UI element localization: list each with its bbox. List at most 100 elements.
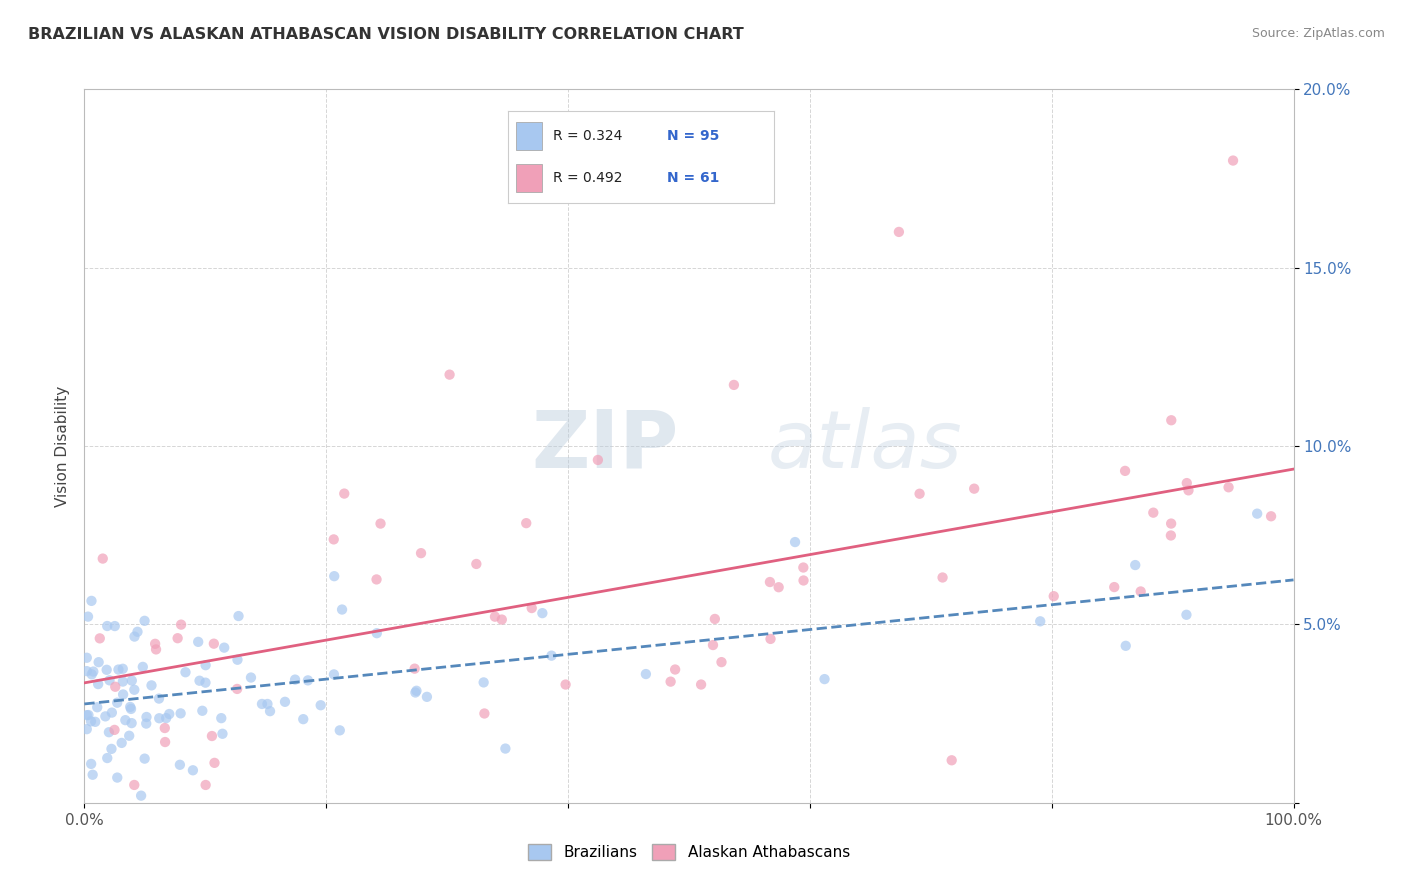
Point [101,706,124,720]
Point [404,662,426,676]
Point [174,665,197,680]
Point [297,673,319,688]
Point [887,225,910,239]
Point [323,667,346,681]
Point [112,688,135,702]
Point [1142,506,1164,520]
Point [127,624,149,639]
Point [202,637,225,651]
Point [226,681,249,696]
Point [80,714,103,729]
Point [169,757,191,772]
Text: BRAZILIAN VS ALASKAN ATHABASCAN VISION DISABILITY CORRELATION CHART: BRAZILIAN VS ALASKAN ATHABASCAN VISION D… [28,27,744,42]
Point [1042,589,1064,603]
Point [96,751,118,765]
Legend: Brazilians, Alaskan Athabascans: Brazilians, Alaskan Athabascans [522,838,856,866]
Point [94,709,117,723]
Point [586,453,609,467]
Point [1115,639,1137,653]
Point [188,673,211,688]
Point [710,655,733,669]
Point [1246,507,1268,521]
Point [540,648,562,663]
Point [105,696,128,710]
Point [472,675,495,690]
Point [124,630,146,644]
Point [366,573,388,587]
Point [194,658,217,673]
Y-axis label: Vision Disability: Vision Disability [55,385,70,507]
Point [111,662,134,676]
Point [322,533,344,547]
Point [153,721,176,735]
Point [783,535,806,549]
Point [329,723,352,738]
Point [145,642,167,657]
Point [723,378,745,392]
Point [157,706,180,721]
Point [111,674,134,689]
Point [107,663,129,677]
Point [416,690,439,704]
Point [274,695,297,709]
Point [181,764,204,778]
Point [96,619,118,633]
Point [120,702,142,716]
Point [554,677,576,691]
Point [148,691,170,706]
Point [80,594,103,608]
Point [80,756,103,771]
Point [96,663,118,677]
Point [98,673,121,688]
Point [166,631,188,645]
Point [76,664,98,678]
Point [169,706,191,721]
Point [135,716,157,731]
Point [77,708,100,723]
Point [194,778,217,792]
Point [135,710,157,724]
Point [484,609,506,624]
Point [370,516,392,531]
Point [77,609,100,624]
Point [465,557,488,571]
Point [134,614,156,628]
Point [121,673,143,688]
Point [132,660,155,674]
Point [690,677,713,691]
Point [80,667,103,681]
Point [256,697,278,711]
Point [1160,516,1182,531]
Point [659,674,682,689]
Point [84,714,107,729]
Point [105,771,128,785]
Point [104,680,127,694]
Point [634,667,657,681]
Point [1129,584,1152,599]
Point [129,789,152,803]
Point [330,602,353,616]
Point [194,675,217,690]
Text: atlas: atlas [768,407,962,485]
Point [1160,528,1182,542]
Point [87,655,110,669]
Point [250,697,273,711]
Point [76,650,98,665]
Point [474,706,496,721]
Point [91,551,114,566]
Point [187,635,209,649]
Point [1123,558,1146,572]
Point [104,619,127,633]
Point [792,574,814,588]
Point [1175,476,1198,491]
Point [86,700,108,714]
Point [111,736,134,750]
Point [323,569,346,583]
Point [118,729,141,743]
Point [134,751,156,765]
Point [124,682,146,697]
Point [1175,607,1198,622]
Point [201,729,224,743]
Point [759,632,782,646]
Point [963,482,986,496]
